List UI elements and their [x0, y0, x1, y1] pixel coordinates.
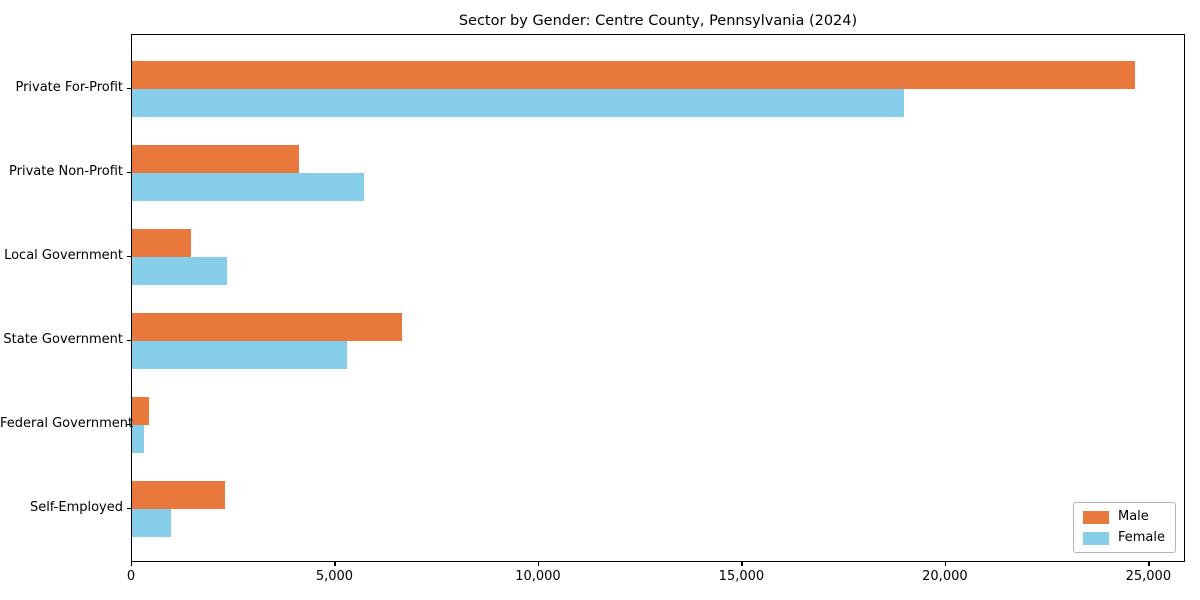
legend-label-female: Female — [1117, 530, 1165, 545]
y-tick-label-private-non-profit: Private Non-Profit — [9, 164, 123, 179]
legend-label-male: Male — [1117, 509, 1149, 524]
legend: Male Female — [1072, 502, 1176, 553]
legend-swatch-male — [1082, 510, 1109, 524]
bar-male-private-non-profit — [132, 145, 299, 173]
y-tick-mark-private-for-profit — [127, 88, 131, 90]
legend-swatch-female — [1082, 531, 1109, 545]
x-tick-mark-0 — [131, 562, 133, 566]
y-tick-label-local-government: Local Government — [4, 248, 123, 263]
x-tick-label-25000: 25,000 — [1125, 569, 1172, 584]
y-tick-mark-local-government — [127, 256, 131, 258]
x-tick-label-5000: 5,000 — [315, 569, 354, 584]
bar-female-local-government — [132, 257, 227, 285]
plot-area: Male Female — [131, 34, 1185, 562]
x-tick-label-20000: 20,000 — [922, 569, 968, 584]
legend-entry-male: Male — [1082, 509, 1165, 524]
bar-female-private-non-profit — [132, 173, 364, 201]
y-tick-label-self-employed: Self-Employed — [29, 500, 123, 515]
bar-male-local-government — [132, 229, 191, 257]
bar-male-state-government — [132, 313, 403, 341]
bar-female-state-government — [132, 341, 348, 369]
x-tick-mark-25000 — [1148, 562, 1150, 566]
x-tick-mark-15000 — [741, 562, 743, 566]
y-tick-label-federal-government: Federal Government — [0, 416, 134, 431]
chart-title: Sector by Gender: Centre County, Pennsyl… — [458, 13, 858, 29]
x-tick-mark-5000 — [334, 562, 336, 566]
x-tick-label-0: 0 — [126, 569, 136, 584]
x-tick-mark-20000 — [944, 562, 947, 566]
y-tick-mark-state-government — [127, 340, 131, 342]
bar-male-federal-government — [132, 397, 149, 425]
x-tick-label-15000: 15,000 — [718, 569, 765, 584]
y-tick-mark-federal-government — [127, 424, 131, 426]
x-tick-label-10000: 10,000 — [515, 569, 561, 584]
bar-female-self-employed — [132, 509, 171, 537]
bar-female-federal-government — [132, 425, 145, 453]
y-tick-mark-self-employed — [127, 508, 131, 510]
bar-male-private-for-profit — [132, 61, 1136, 89]
x-tick-mark-10000 — [537, 562, 540, 566]
y-tick-label-private-for-profit: Private For-Profit — [15, 80, 123, 95]
bar-male-self-employed — [132, 481, 226, 509]
bar-female-private-for-profit — [132, 89, 904, 117]
y-tick-label-state-government: State Government — [3, 332, 123, 347]
y-tick-mark-private-non-profit — [127, 172, 131, 174]
legend-entry-female: Female — [1082, 530, 1165, 545]
